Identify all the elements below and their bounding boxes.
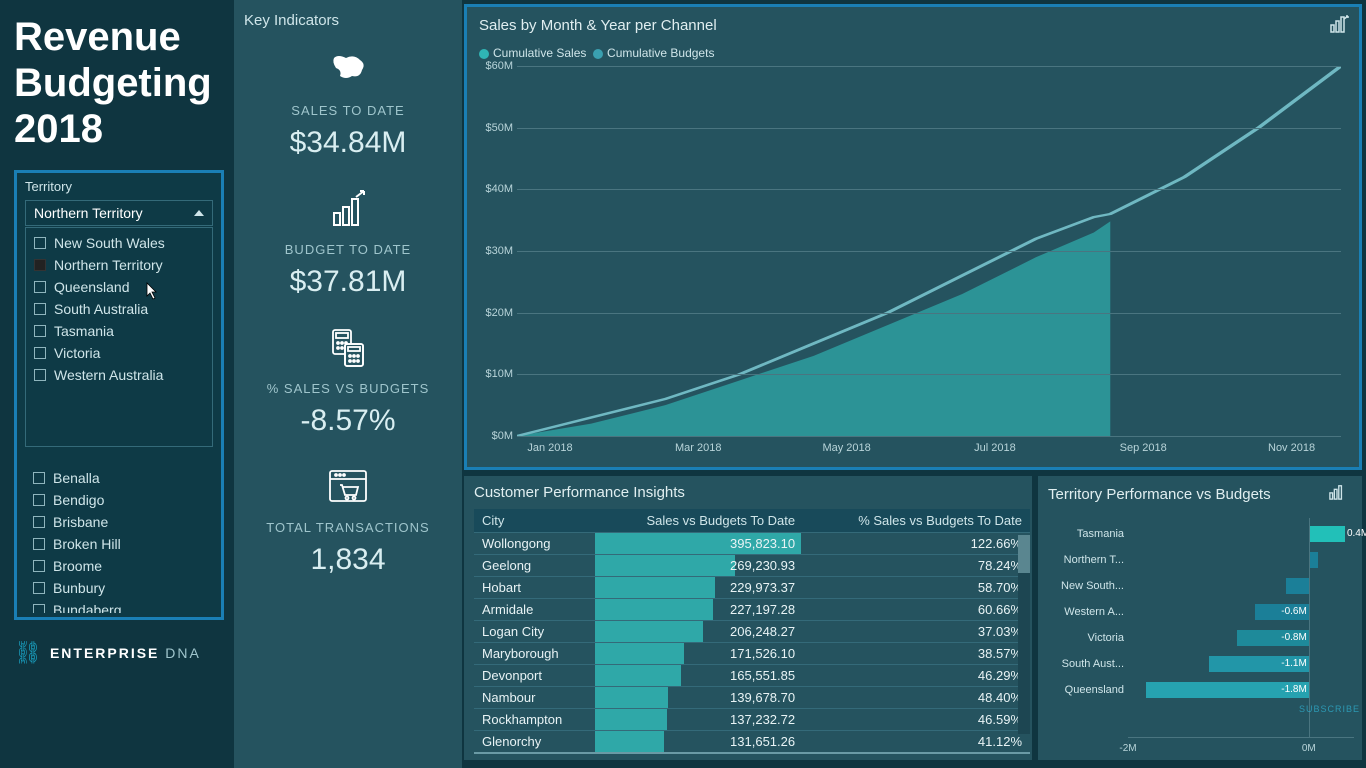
city-list[interactable]: BenallaBendigoBrisbaneBroken HillBroomeB…	[25, 467, 213, 613]
table-row[interactable]: Hobart229,973.3758.70%	[474, 577, 1030, 599]
city-option[interactable]: Benalla	[25, 467, 213, 489]
table-row[interactable]: Rockhampton137,232.7246.59%	[474, 709, 1030, 731]
territory-option[interactable]: South Australia	[26, 298, 212, 320]
customer-table[interactable]: CitySales vs Budgets To Date% Sales vs B…	[474, 509, 1030, 756]
logo: ⛓ ENTERPRISE DNA	[14, 640, 224, 666]
kpi-card: BUDGET TO DATE$37.81M	[244, 186, 452, 299]
territory-option[interactable]: Queensland	[26, 276, 212, 298]
territory-option[interactable]: Western Australia	[26, 364, 212, 386]
dna-icon: ⛓	[14, 640, 42, 666]
city-option[interactable]: Brisbane	[25, 511, 213, 533]
territory-option[interactable]: New South Wales	[26, 232, 212, 254]
territory-option[interactable]: Victoria	[26, 342, 212, 364]
customer-table-card: Customer Performance Insights CitySales …	[464, 476, 1032, 760]
territory-chart-card[interactable]: Territory Performance vs Budgets Tasmani…	[1038, 476, 1362, 760]
chart-title: Sales by Month & Year per Channel	[479, 17, 1347, 34]
city-option[interactable]: Broome	[25, 555, 213, 577]
city-option[interactable]: Bundaberg	[25, 599, 213, 613]
scrollbar-thumb[interactable]	[1018, 535, 1030, 573]
map-icon	[244, 47, 452, 93]
city-option[interactable]: Bunbury	[25, 577, 213, 599]
territory-slicer: Territory Northern Territory New South W…	[14, 170, 224, 620]
subscribe-badge[interactable]: SUBSCRIBE	[1299, 704, 1360, 714]
table-row[interactable]: Logan City206,248.2737.03%	[474, 621, 1030, 643]
chart-icon	[1328, 484, 1346, 504]
chart-icon	[1329, 15, 1349, 38]
customer-table-title: Customer Performance Insights	[474, 484, 1030, 501]
chart-plot: $0M$10M$20M$30M$40M$50M$60MJan 2018Mar 2…	[517, 66, 1341, 436]
territory-option[interactable]: Northern Territory	[26, 254, 212, 276]
territory-chart-title: Territory Performance vs Budgets	[1048, 486, 1271, 503]
scrollbar-track[interactable]	[1018, 535, 1030, 734]
calc-icon	[244, 325, 452, 371]
sales-chart-card[interactable]: Sales by Month & Year per Channel Cumula…	[464, 4, 1362, 470]
table-row[interactable]: Geelong269,230.9378.24%	[474, 555, 1030, 577]
chevron-up-icon	[194, 210, 204, 216]
kpi-panel: Key Indicators SALES TO DATE$34.84M BUDGE…	[234, 0, 462, 768]
kpi-card: TOTAL TRANSACTIONS1,834	[244, 464, 452, 577]
dropdown-selected: Northern Territory	[34, 205, 143, 221]
kpi-header: Key Indicators	[244, 12, 452, 29]
cart-icon	[244, 464, 452, 510]
table-row[interactable]: Nambour139,678.7048.40%	[474, 687, 1030, 709]
territory-chart-plot: Tasmania0.4MNorthern T...New South...Wes…	[1048, 518, 1354, 756]
page-title: RevenueBudgeting2018	[14, 14, 224, 152]
table-row[interactable]: Wollongong395,823.10122.66%	[474, 533, 1030, 555]
territory-option[interactable]: Tasmania	[26, 320, 212, 342]
table-row[interactable]: Maryborough171,526.1038.57%	[474, 643, 1030, 665]
territory-dropdown-list[interactable]: New South WalesNorthern TerritoryQueensl…	[25, 227, 213, 447]
slicer-label: Territory	[25, 179, 213, 194]
city-option[interactable]: Broken Hill	[25, 533, 213, 555]
table-row[interactable]: Glenorchy131,651.2641.12%	[474, 731, 1030, 754]
kpi-card: SALES TO DATE$34.84M	[244, 47, 452, 160]
table-row[interactable]: Devonport165,551.8546.29%	[474, 665, 1030, 687]
kpi-card: % SALES VS BUDGETS-8.57%	[244, 325, 452, 438]
territory-dropdown[interactable]: Northern Territory	[25, 200, 213, 226]
logo-text: ENTERPRISE DNA	[50, 645, 201, 661]
table-row[interactable]: Armidale227,197.2860.66%	[474, 599, 1030, 621]
chart-icon	[244, 186, 452, 232]
chart-legend: Cumulative Sales Cumulative Budgets	[479, 46, 1347, 60]
table-total-row: Total-3,242,196.64-8.57%	[474, 753, 1030, 756]
city-option[interactable]: Bendigo	[25, 489, 213, 511]
